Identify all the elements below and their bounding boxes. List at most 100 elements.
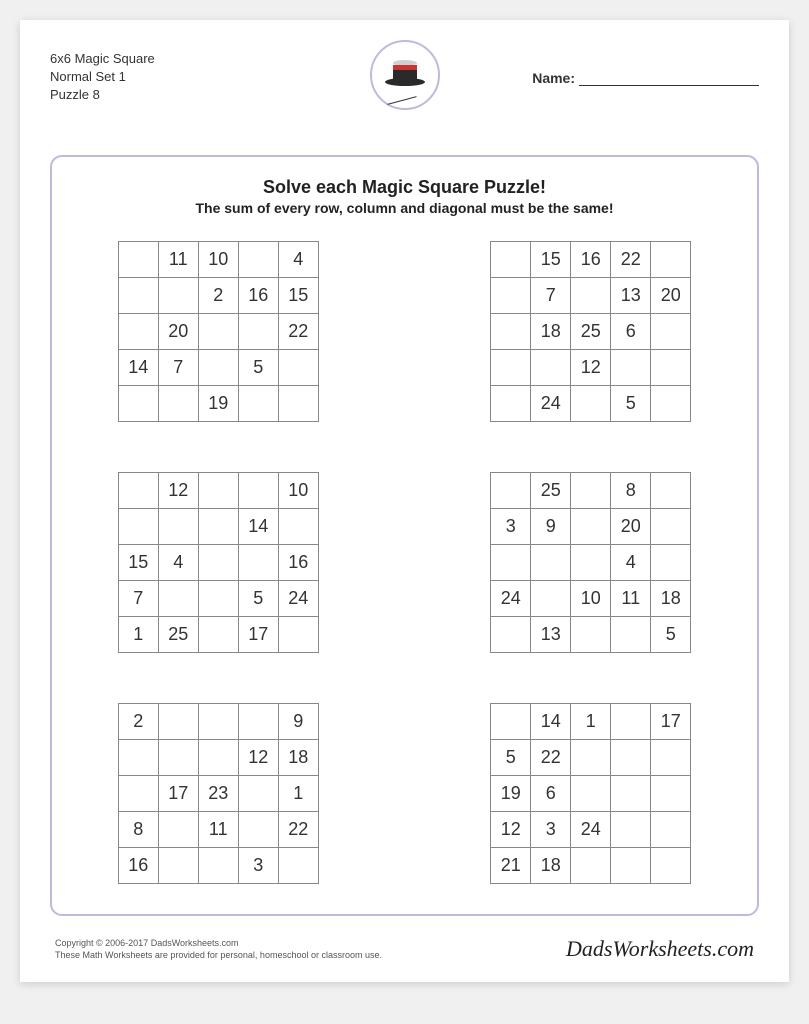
grid-cell[interactable]: 23 bbox=[198, 776, 238, 812]
grid-cell[interactable]: 24 bbox=[571, 812, 611, 848]
grid-cell[interactable] bbox=[571, 740, 611, 776]
grid-cell[interactable]: 16 bbox=[571, 242, 611, 278]
grid-cell[interactable] bbox=[238, 242, 278, 278]
grid-cell[interactable]: 14 bbox=[118, 350, 158, 386]
grid-cell[interactable]: 3 bbox=[531, 812, 571, 848]
grid-cell[interactable]: 19 bbox=[198, 386, 238, 422]
grid-cell[interactable] bbox=[611, 812, 651, 848]
grid-cell[interactable]: 13 bbox=[611, 278, 651, 314]
grid-cell[interactable] bbox=[238, 776, 278, 812]
grid-cell[interactable] bbox=[531, 545, 571, 581]
grid-cell[interactable]: 24 bbox=[278, 581, 318, 617]
grid-cell[interactable]: 4 bbox=[158, 545, 198, 581]
grid-cell[interactable] bbox=[611, 776, 651, 812]
grid-cell[interactable] bbox=[118, 740, 158, 776]
grid-cell[interactable] bbox=[238, 473, 278, 509]
grid-cell[interactable]: 5 bbox=[611, 386, 651, 422]
grid-cell[interactable] bbox=[158, 704, 198, 740]
grid-cell[interactable]: 19 bbox=[491, 776, 531, 812]
grid-cell[interactable] bbox=[651, 350, 691, 386]
grid-cell[interactable]: 9 bbox=[531, 509, 571, 545]
grid-cell[interactable]: 21 bbox=[491, 848, 531, 884]
grid-cell[interactable]: 7 bbox=[118, 581, 158, 617]
grid-cell[interactable] bbox=[531, 350, 571, 386]
grid-cell[interactable]: 10 bbox=[278, 473, 318, 509]
grid-cell[interactable]: 8 bbox=[611, 473, 651, 509]
grid-cell[interactable]: 25 bbox=[571, 314, 611, 350]
grid-cell[interactable]: 2 bbox=[118, 704, 158, 740]
grid-cell[interactable]: 12 bbox=[238, 740, 278, 776]
grid-cell[interactable] bbox=[158, 386, 198, 422]
grid-cell[interactable] bbox=[651, 386, 691, 422]
grid-cell[interactable]: 15 bbox=[118, 545, 158, 581]
grid-cell[interactable] bbox=[571, 545, 611, 581]
grid-cell[interactable]: 1 bbox=[571, 704, 611, 740]
grid-cell[interactable] bbox=[651, 509, 691, 545]
grid-cell[interactable]: 3 bbox=[238, 848, 278, 884]
grid-cell[interactable] bbox=[118, 509, 158, 545]
grid-cell[interactable]: 20 bbox=[158, 314, 198, 350]
grid-cell[interactable]: 6 bbox=[531, 776, 571, 812]
grid-cell[interactable]: 5 bbox=[238, 350, 278, 386]
grid-cell[interactable] bbox=[491, 242, 531, 278]
grid-cell[interactable]: 25 bbox=[158, 617, 198, 653]
grid-cell[interactable] bbox=[651, 812, 691, 848]
grid-cell[interactable] bbox=[571, 848, 611, 884]
grid-cell[interactable] bbox=[651, 545, 691, 581]
grid-cell[interactable] bbox=[118, 278, 158, 314]
grid-cell[interactable] bbox=[158, 812, 198, 848]
grid-cell[interactable]: 18 bbox=[531, 314, 571, 350]
grid-cell[interactable]: 16 bbox=[278, 545, 318, 581]
grid-cell[interactable]: 22 bbox=[278, 812, 318, 848]
grid-cell[interactable] bbox=[651, 314, 691, 350]
grid-cell[interactable] bbox=[198, 473, 238, 509]
grid-cell[interactable]: 18 bbox=[278, 740, 318, 776]
grid-cell[interactable]: 4 bbox=[611, 545, 651, 581]
grid-cell[interactable] bbox=[118, 386, 158, 422]
grid-cell[interactable] bbox=[158, 509, 198, 545]
grid-cell[interactable]: 11 bbox=[158, 242, 198, 278]
grid-cell[interactable]: 20 bbox=[611, 509, 651, 545]
grid-cell[interactable] bbox=[238, 704, 278, 740]
grid-cell[interactable] bbox=[611, 704, 651, 740]
grid-cell[interactable] bbox=[278, 350, 318, 386]
grid-cell[interactable]: 6 bbox=[611, 314, 651, 350]
grid-cell[interactable] bbox=[651, 848, 691, 884]
grid-cell[interactable] bbox=[491, 545, 531, 581]
grid-cell[interactable]: 8 bbox=[118, 812, 158, 848]
grid-cell[interactable] bbox=[491, 350, 531, 386]
grid-cell[interactable]: 4 bbox=[278, 242, 318, 278]
grid-cell[interactable]: 22 bbox=[611, 242, 651, 278]
grid-cell[interactable] bbox=[491, 278, 531, 314]
grid-cell[interactable] bbox=[651, 242, 691, 278]
grid-cell[interactable] bbox=[198, 350, 238, 386]
grid-cell[interactable] bbox=[158, 740, 198, 776]
grid-cell[interactable] bbox=[238, 386, 278, 422]
grid-cell[interactable]: 14 bbox=[531, 704, 571, 740]
grid-cell[interactable]: 20 bbox=[651, 278, 691, 314]
grid-cell[interactable] bbox=[198, 581, 238, 617]
grid-cell[interactable] bbox=[238, 545, 278, 581]
grid-cell[interactable] bbox=[571, 473, 611, 509]
grid-cell[interactable] bbox=[118, 473, 158, 509]
grid-cell[interactable] bbox=[278, 617, 318, 653]
grid-cell[interactable]: 16 bbox=[238, 278, 278, 314]
grid-cell[interactable] bbox=[198, 314, 238, 350]
grid-cell[interactable] bbox=[278, 509, 318, 545]
grid-cell[interactable] bbox=[491, 473, 531, 509]
grid-cell[interactable]: 12 bbox=[158, 473, 198, 509]
grid-cell[interactable] bbox=[491, 314, 531, 350]
grid-cell[interactable] bbox=[238, 314, 278, 350]
grid-cell[interactable] bbox=[118, 314, 158, 350]
grid-cell[interactable]: 11 bbox=[611, 581, 651, 617]
grid-cell[interactable]: 25 bbox=[531, 473, 571, 509]
grid-cell[interactable] bbox=[651, 740, 691, 776]
grid-cell[interactable] bbox=[198, 704, 238, 740]
grid-cell[interactable]: 10 bbox=[571, 581, 611, 617]
grid-cell[interactable]: 14 bbox=[238, 509, 278, 545]
grid-cell[interactable]: 10 bbox=[198, 242, 238, 278]
grid-cell[interactable] bbox=[198, 740, 238, 776]
grid-cell[interactable]: 5 bbox=[651, 617, 691, 653]
grid-cell[interactable]: 12 bbox=[571, 350, 611, 386]
grid-cell[interactable] bbox=[491, 386, 531, 422]
